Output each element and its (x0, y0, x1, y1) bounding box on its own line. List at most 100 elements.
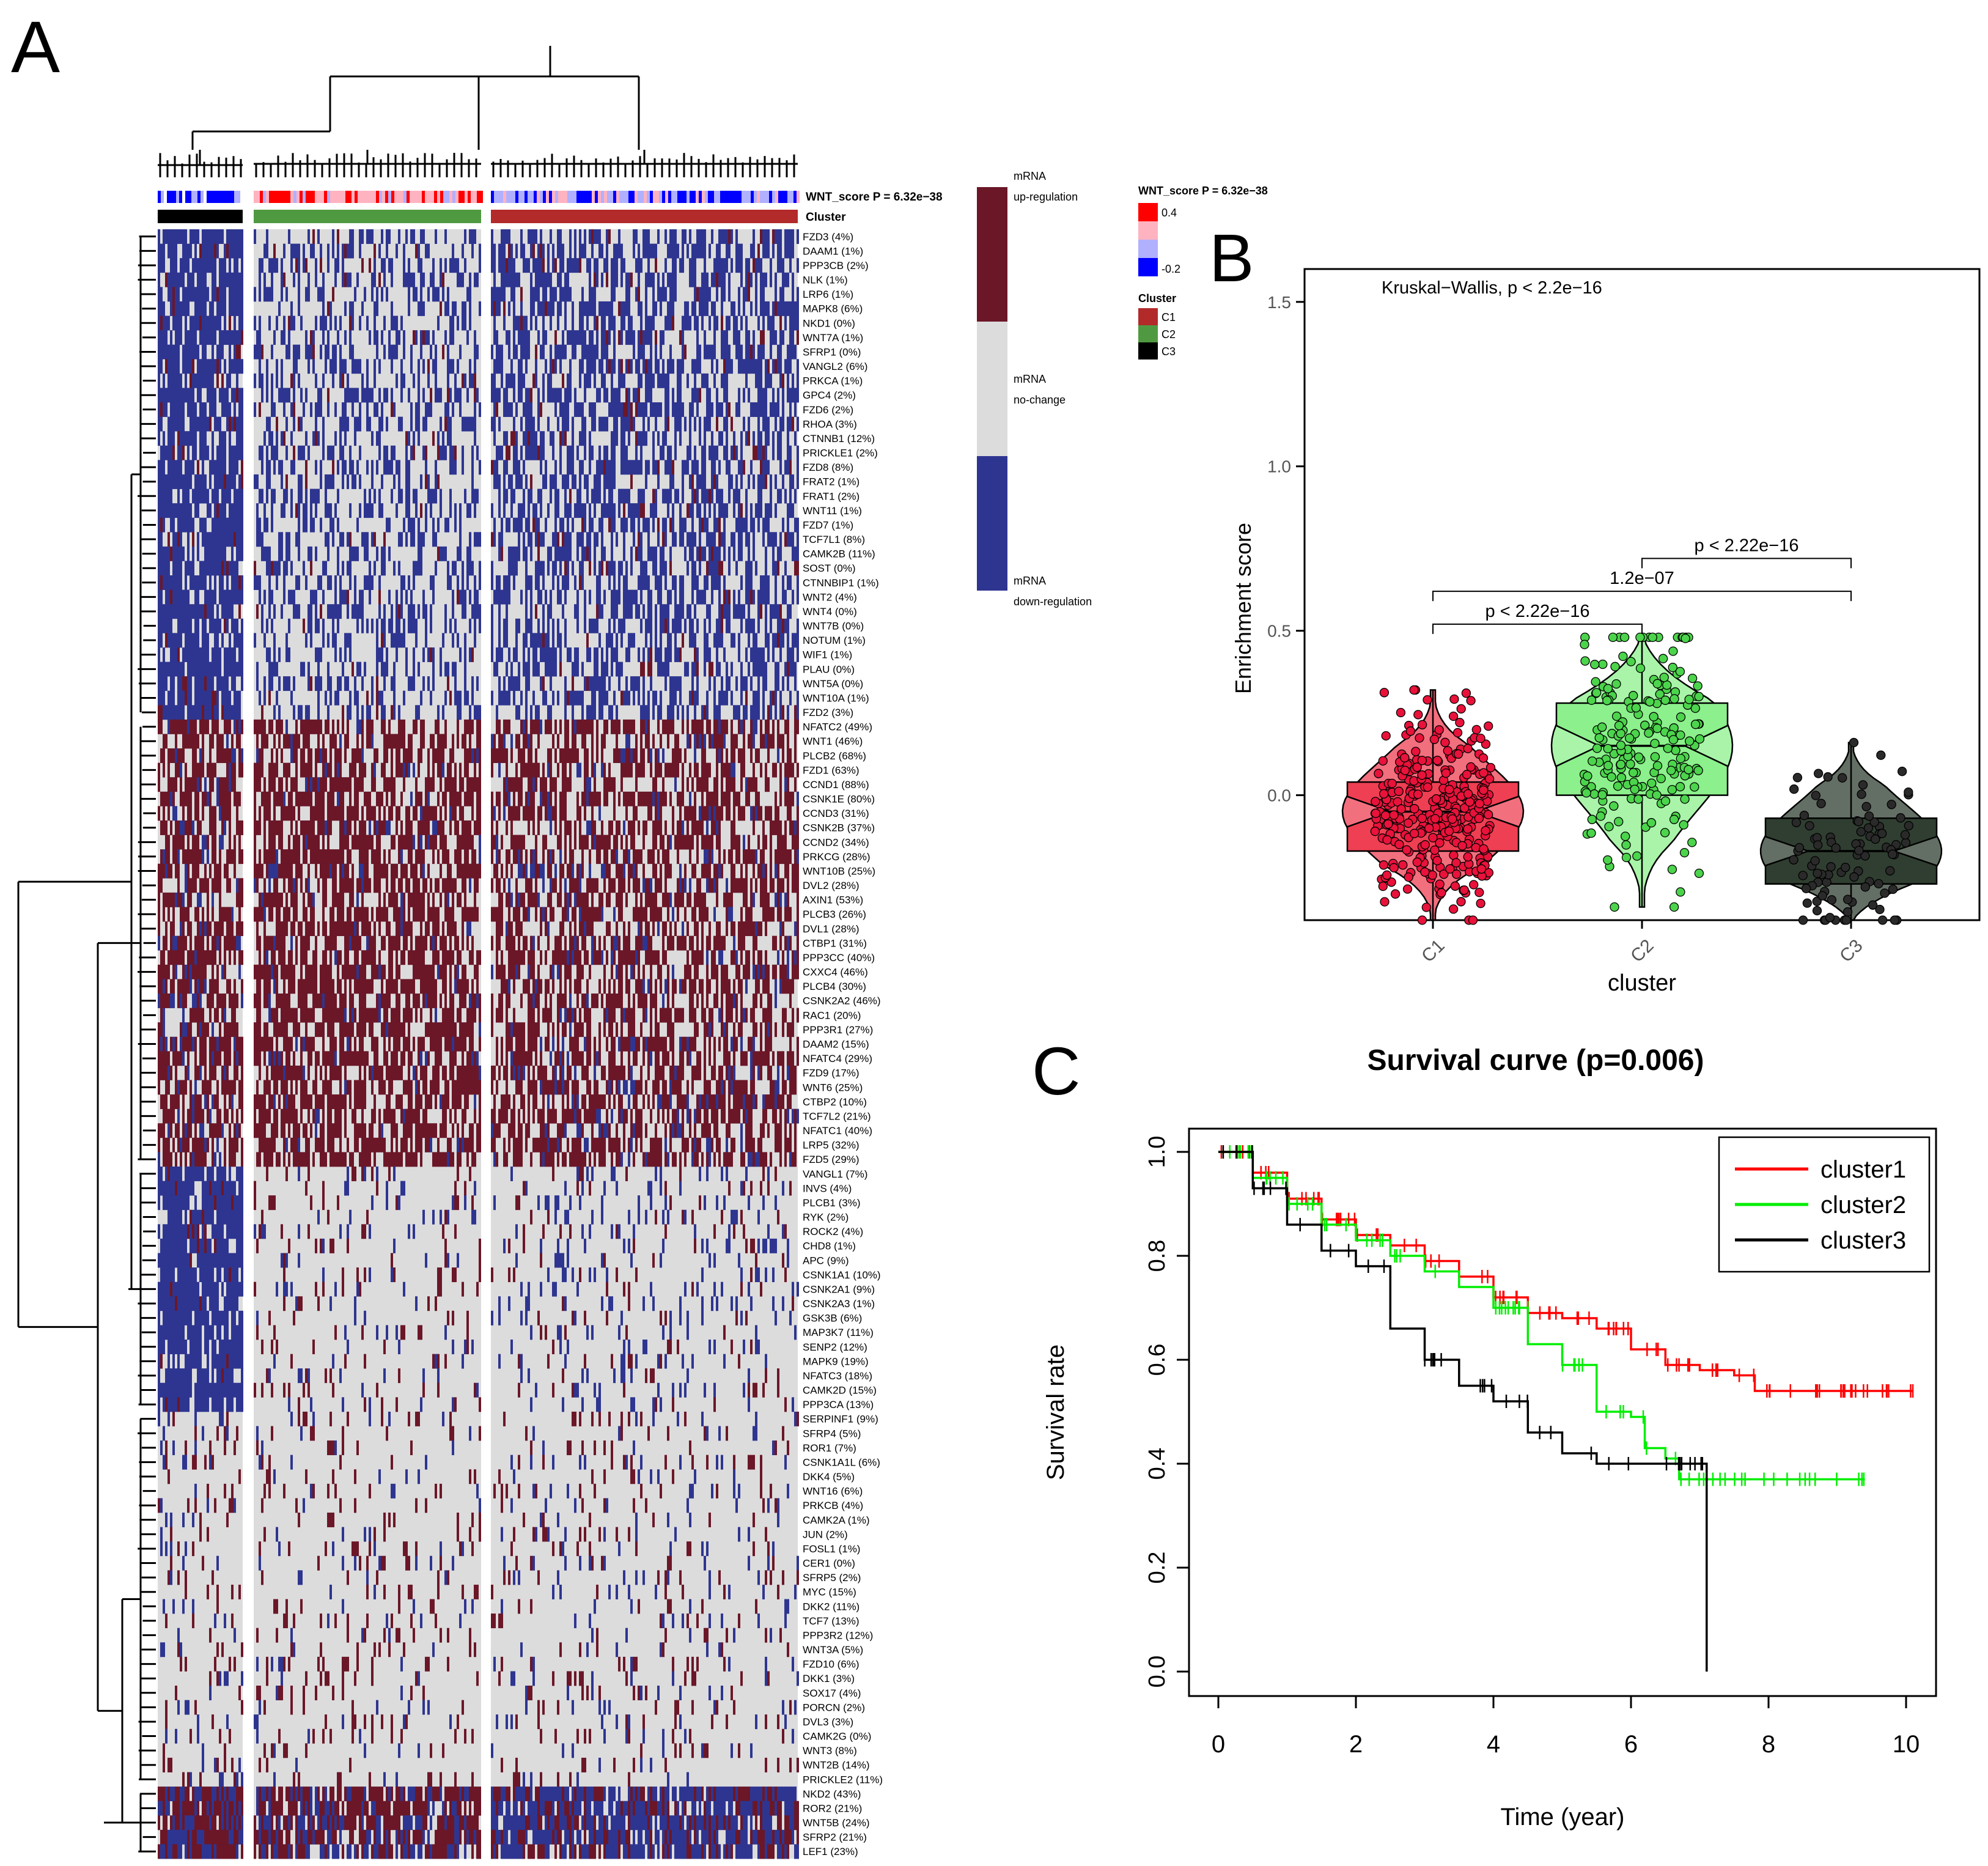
heatmap-cell (625, 575, 628, 590)
heatmap-cell (234, 589, 236, 605)
heatmap-cell (300, 705, 303, 720)
heatmap-cell (779, 618, 782, 633)
heatmap-cell (190, 416, 192, 432)
heatmap-cell (194, 344, 197, 360)
heatmap-cell (320, 258, 322, 273)
heatmap-cell (535, 647, 537, 662)
heatmap-cell (797, 315, 799, 331)
heatmap-cell (640, 489, 642, 504)
heatmap-cell (721, 402, 723, 417)
heatmap-cell (787, 503, 789, 518)
heatmap-cell (745, 705, 748, 720)
heatmap-cell (660, 402, 662, 417)
heatmap-cell (212, 719, 214, 734)
heatmap-cell (630, 330, 633, 345)
heatmap-cell (204, 431, 207, 446)
heatmap-cell (765, 460, 767, 475)
heatmap-cell (613, 431, 616, 446)
heatmap-cell (640, 719, 642, 734)
heatmap-cell (589, 460, 591, 475)
heatmap-cell (532, 445, 535, 460)
heatmap-cell (706, 344, 709, 360)
heatmap-cell (209, 690, 212, 706)
heatmap-cell (493, 301, 496, 316)
heatmap-cell (572, 315, 574, 331)
heatmap-cell (238, 287, 241, 302)
heatmap-cell (572, 676, 574, 691)
heatmap-cell (320, 474, 322, 489)
heatmap-cell (608, 229, 611, 244)
heatmap-cell (740, 474, 743, 489)
heatmap-cell (591, 416, 594, 432)
heatmap-cell (332, 618, 334, 633)
heatmap-cell (640, 301, 642, 316)
wnt-score-cell (428, 191, 431, 203)
heatmap-cell (650, 359, 652, 374)
heatmap-cell (172, 287, 175, 302)
heatmap-cell (281, 330, 283, 345)
heatmap-cell (723, 344, 726, 360)
heatmap-cell (172, 373, 175, 388)
heatmap-cell (669, 301, 672, 316)
heatmap-cell (559, 719, 562, 734)
heatmap-cell (224, 402, 226, 417)
heatmap-cell (542, 445, 545, 460)
heatmap-cell (669, 359, 672, 374)
heatmap-cell (716, 416, 718, 432)
heatmap-cell (625, 719, 628, 734)
heatmap-cell (520, 503, 523, 518)
heatmap-cell (214, 388, 216, 403)
heatmap-cell (276, 719, 278, 734)
heatmap-cell (464, 301, 466, 316)
heatmap-cell (794, 662, 797, 677)
heatmap-cell (339, 359, 342, 374)
heatmap-cell (674, 589, 677, 605)
heatmap-cell (794, 561, 797, 576)
heatmap-cell (474, 705, 476, 720)
heatmap-cell (170, 229, 172, 244)
heatmap-cell (332, 373, 334, 388)
heatmap-cell (797, 575, 799, 590)
heatmap-cell (794, 431, 797, 446)
heatmap-cell (510, 503, 513, 518)
heatmap-cell (594, 287, 596, 302)
heatmap-cell (374, 243, 376, 259)
heatmap-cell (216, 705, 219, 720)
heatmap-cell (535, 229, 537, 244)
heatmap-cell (581, 532, 584, 547)
heatmap-cell (185, 690, 187, 706)
heatmap-cell (224, 445, 226, 460)
heatmap-cell (238, 402, 241, 417)
heatmap-cell (168, 618, 170, 633)
heatmap-cell (598, 416, 601, 432)
heatmap-cell (185, 604, 187, 619)
heatmap-cell (268, 561, 271, 576)
wnt-score-cell (272, 191, 275, 203)
heatmap-cell (667, 633, 669, 648)
heatmap-cell (180, 431, 182, 446)
heatmap-cell (158, 719, 160, 734)
heatmap-cell (197, 618, 199, 633)
heatmap-cell (630, 517, 633, 533)
heatmap-cell (226, 388, 229, 403)
heatmap-cell (163, 373, 165, 388)
heatmap-cell (334, 633, 337, 648)
heatmap-cell (177, 561, 180, 576)
heatmap-cell (459, 589, 462, 605)
heatmap-cell (620, 633, 623, 648)
heatmap-cell (711, 445, 713, 460)
wnt-score-cell (260, 191, 263, 203)
heatmap-cell (238, 517, 241, 533)
heatmap-cell (170, 431, 172, 446)
heatmap-cell (625, 359, 628, 374)
heatmap-cell (325, 344, 327, 360)
heatmap-cell (591, 229, 594, 244)
heatmap-cell (158, 690, 160, 706)
heatmap-cell (476, 532, 479, 547)
heatmap-cell (701, 315, 704, 331)
heatmap-cell (158, 344, 160, 360)
heatmap-cell (300, 474, 303, 489)
heatmap-cell (383, 258, 386, 273)
heatmap-cell (559, 517, 562, 533)
heatmap-cell (513, 575, 515, 590)
